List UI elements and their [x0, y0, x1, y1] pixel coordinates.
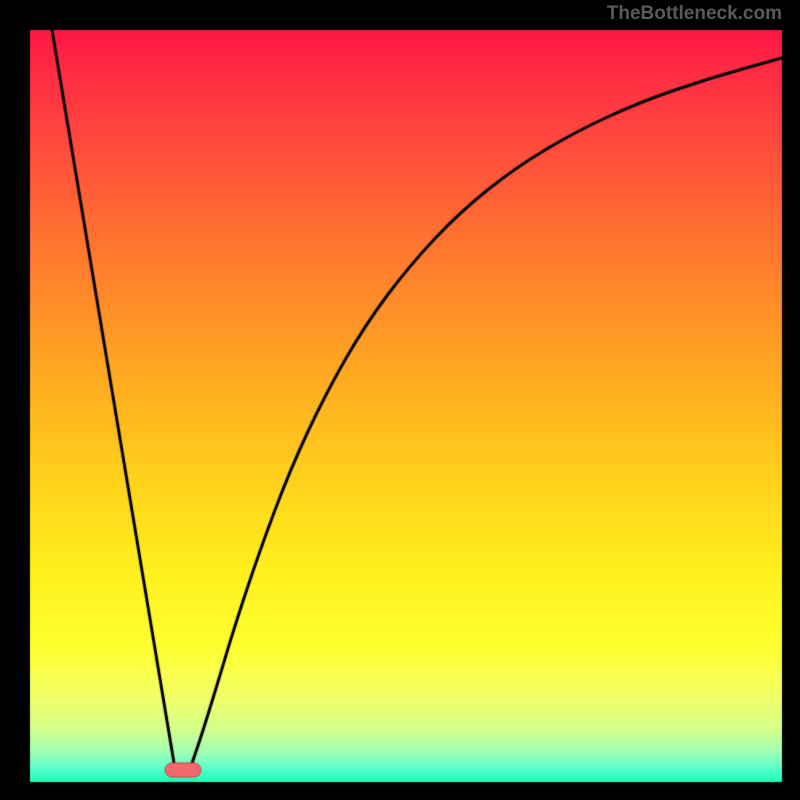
watermark-label: TheBottleneck.com — [607, 3, 782, 25]
bottleneck-chart-canvas — [0, 0, 800, 800]
chart-container: TheBottleneck.com — [0, 0, 800, 800]
